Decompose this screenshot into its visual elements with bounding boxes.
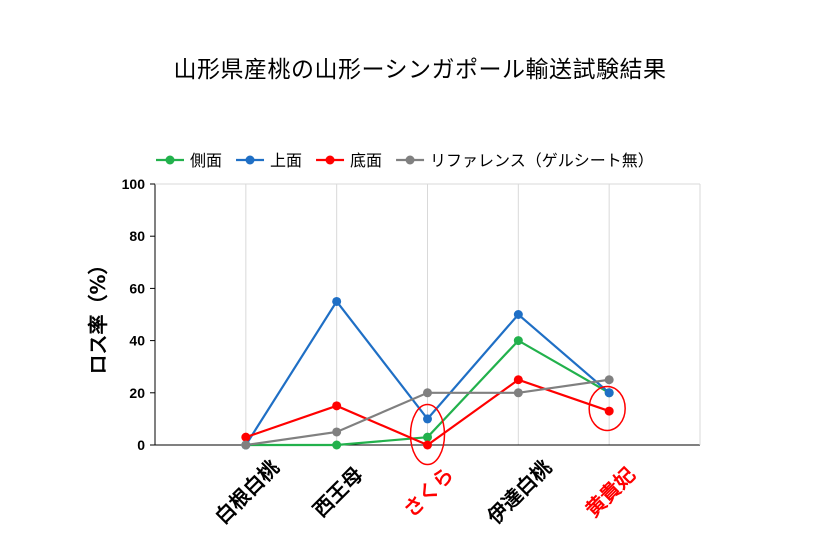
y-tick-label: 80 [129, 228, 145, 244]
grid-lines [245, 184, 610, 445]
data-point [423, 388, 432, 398]
legend-swatch-marker [245, 155, 255, 165]
legend-label: 上面 [270, 151, 302, 170]
y-tick-label: 0 [137, 437, 145, 453]
legend: 側面 上面 底面 リファレンス（ゲルシート無） [156, 151, 654, 170]
category-labels: 白根白桃 西王母 さくら 伊達白桃 黄貴妃 [210, 455, 640, 529]
highlight-ellipse [409, 403, 446, 466]
y-tick-label: 100 [122, 176, 146, 192]
data-point [513, 375, 523, 385]
category-label: さくら [399, 462, 458, 521]
legend-swatch-marker [325, 155, 335, 165]
chart-title: 山形県産桃の山形ーシンガポール輸送試験結果 [173, 57, 667, 83]
data-point [423, 414, 432, 424]
data-point [604, 388, 614, 398]
data-point [241, 440, 251, 450]
y-tick-labels: 0 20 40 60 80 100 [122, 176, 155, 453]
y-axis-label: ロス率（%） [86, 254, 110, 374]
data-point [513, 310, 523, 319]
data-point [332, 401, 342, 411]
y-tick-label: 60 [129, 280, 145, 296]
category-label: 白根白桃 [210, 455, 284, 529]
data-point [332, 427, 342, 437]
y-tick-label: 20 [129, 385, 145, 401]
data-point [332, 440, 342, 450]
data-point [604, 406, 614, 416]
category-label: 黄貴妃 [581, 462, 640, 521]
highlight-ellipses [409, 385, 626, 466]
category-label: 伊達白桃 [482, 455, 556, 529]
legend-label: リファレンス（ゲルシート無） [430, 151, 654, 170]
highlight-ellipse [588, 385, 626, 432]
data-point [513, 388, 523, 398]
y-tick-label: 40 [129, 333, 145, 349]
data-point [423, 440, 432, 450]
data-point [332, 296, 342, 306]
legend-swatch-marker [405, 155, 415, 165]
data-point [423, 432, 432, 442]
series-points [241, 296, 614, 450]
data-point [513, 336, 523, 346]
legend-label: 底面 [350, 151, 382, 170]
legend-label: 側面 [190, 151, 222, 170]
data-point [604, 375, 614, 385]
legend-swatch-marker [165, 155, 175, 165]
data-point [241, 432, 251, 442]
category-label: 西王母 [308, 462, 367, 521]
